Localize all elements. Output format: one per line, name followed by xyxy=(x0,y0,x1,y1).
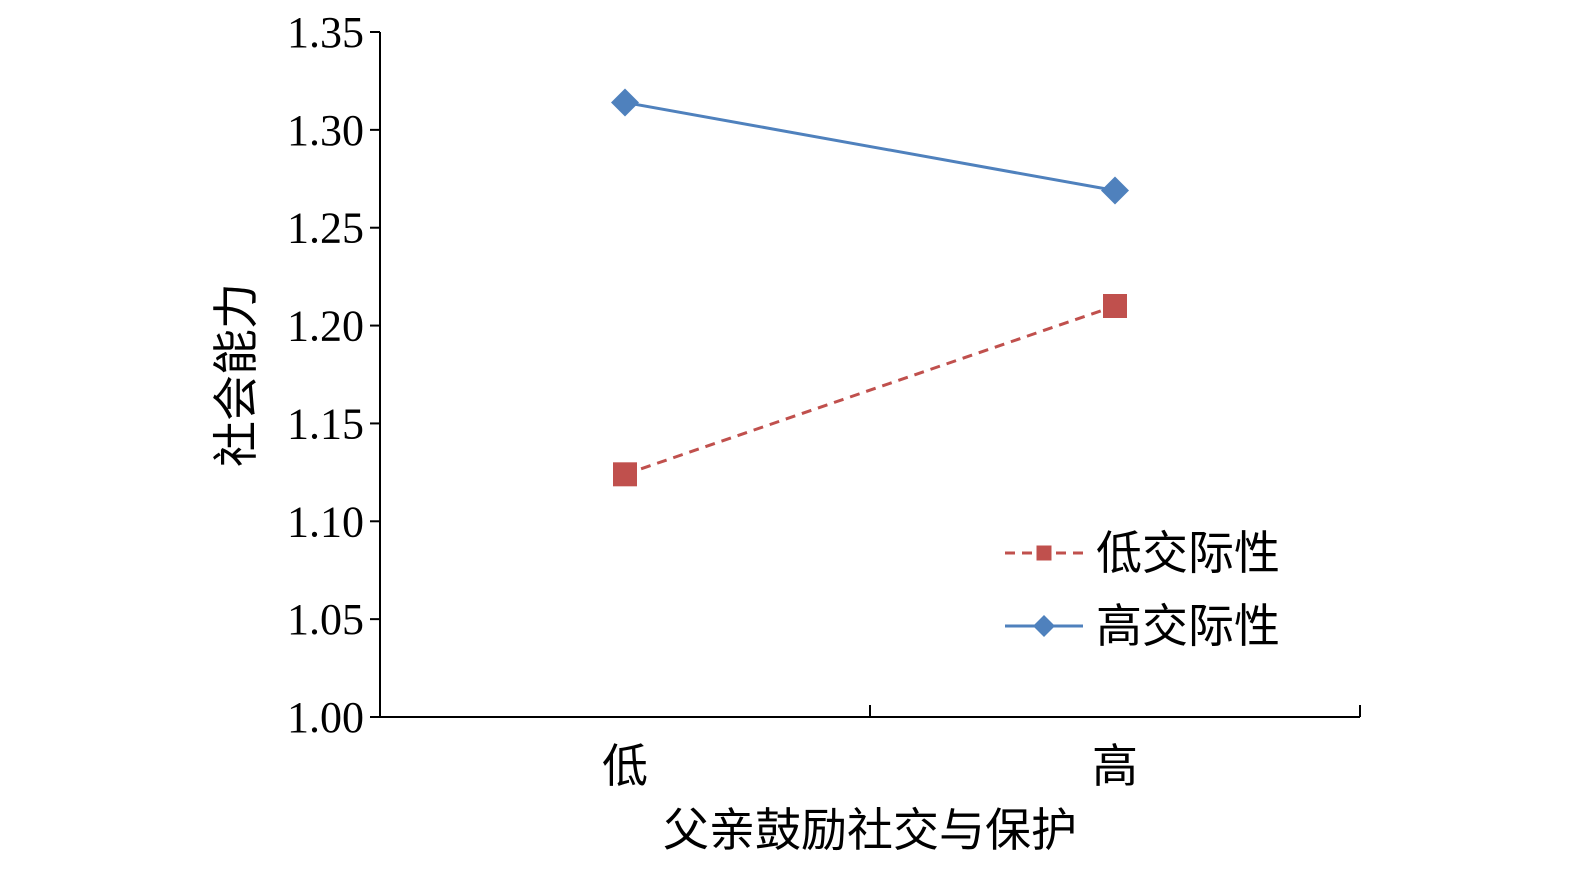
y-tick-label: 1.20 xyxy=(287,302,364,351)
y-tick-label: 1.15 xyxy=(287,399,364,448)
series-line xyxy=(624,100,1116,193)
x-axis-title: 父亲鼓励社交与保护 xyxy=(663,803,1077,857)
data-point xyxy=(1101,176,1129,205)
series-layer xyxy=(611,88,1129,487)
y-axis-title: 社会能力 xyxy=(209,283,263,467)
series-0 xyxy=(613,294,1127,487)
series-1 xyxy=(611,88,1129,205)
y-tick-label: 1.10 xyxy=(287,497,364,546)
legend-label: 低交际性 xyxy=(1096,526,1280,580)
y-tick-label: 1.00 xyxy=(287,693,364,742)
legend-marker xyxy=(1036,545,1052,561)
series-line xyxy=(624,304,1116,476)
data-point xyxy=(611,88,639,117)
x-axis-ticks: 低高 xyxy=(379,705,1361,793)
x-tick-label: 低 xyxy=(602,739,648,793)
legend-label: 高交际性 xyxy=(1096,599,1280,653)
y-axis-ticks: 1.00 1.05 1.10 1.15 1.20 1.25 1.30 1.35 xyxy=(287,8,380,742)
y-tick-label: 1.35 xyxy=(287,8,364,57)
legend-marker xyxy=(1033,615,1055,637)
data-point xyxy=(613,462,637,487)
x-tick-label: 高 xyxy=(1092,739,1138,793)
y-tick-label: 1.25 xyxy=(287,204,364,253)
y-tick-label: 1.30 xyxy=(287,106,364,155)
data-point xyxy=(1103,294,1127,318)
y-tick-label: 1.05 xyxy=(287,595,364,644)
